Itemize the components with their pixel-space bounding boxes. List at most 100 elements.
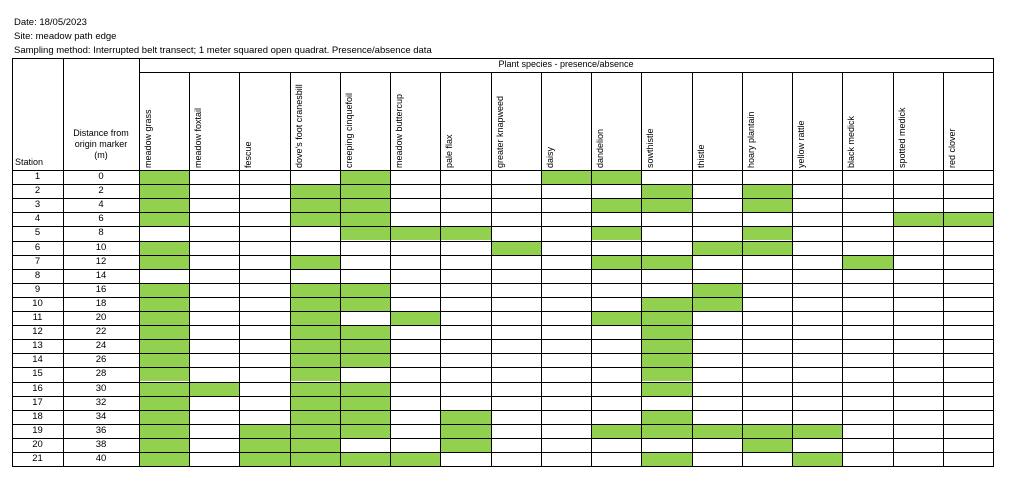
grid-vline (741, 72, 743, 468)
presence-cell (741, 437, 793, 452)
grid-hline (12, 437, 994, 439)
presence-cell (339, 282, 391, 297)
presence-cell (139, 367, 190, 382)
presence-cell (741, 226, 793, 241)
station-number: 14 (32, 354, 43, 366)
species-label-daisy: daisy (544, 146, 555, 168)
presence-cell (691, 240, 742, 255)
grid-vline (540, 72, 542, 468)
grid-vline (792, 72, 794, 468)
presence-cell (289, 452, 340, 467)
presence-cell (641, 367, 692, 382)
presence-cell (591, 170, 642, 185)
station-number: 4 (34, 213, 41, 225)
presence-cell (139, 423, 190, 438)
species-label-yellow-rattle: yellow rattle (796, 120, 807, 168)
grid-hline (12, 212, 994, 214)
grid-vline (12, 58, 13, 468)
station-header: Station (15, 157, 44, 167)
presence-cell (139, 339, 190, 354)
presence-cell (339, 339, 391, 354)
presence-cell (641, 381, 692, 396)
grid-hline (12, 325, 994, 327)
grid-hline (12, 409, 994, 411)
species-label-fescue: fescue (243, 141, 254, 168)
presence-cell (691, 423, 742, 438)
species-label-thistle: thistle (695, 144, 706, 168)
presence-cell (289, 282, 340, 297)
station-number: 2 (34, 185, 41, 197)
presence-cell (792, 452, 843, 467)
presence-cell (239, 437, 290, 452)
distance-value: 28 (95, 368, 107, 380)
presence-cell (339, 226, 391, 241)
distance-value: 20 (95, 312, 107, 323)
grid-vline (189, 72, 191, 468)
presence-cell (339, 325, 391, 340)
station-number: 11 (32, 312, 43, 323)
presence-cell (239, 423, 290, 438)
presence-cell (139, 212, 190, 227)
distance-value: 32 (95, 396, 107, 408)
grid-vline (892, 72, 894, 468)
presence-cell (339, 423, 391, 438)
grid-vline (691, 72, 693, 468)
grid-hline (12, 240, 994, 242)
grid-hline (12, 452, 994, 453)
group-header: Plant species - presence/absence (498, 59, 634, 69)
presence-cell (641, 325, 692, 340)
distance-value: 2 (98, 185, 104, 197)
presence-cell (792, 423, 843, 438)
grid-hline (12, 198, 994, 200)
presence-cell (339, 296, 391, 311)
grid-hline (139, 72, 994, 73)
presence-cell (139, 198, 190, 213)
station-number: 5 (34, 227, 41, 239)
presence-cell (540, 170, 592, 185)
presence-cell (440, 437, 491, 452)
grid-hline (12, 282, 994, 284)
grid-hline (12, 296, 994, 298)
station-number: 12 (32, 326, 43, 338)
grid-vline (842, 72, 844, 468)
presence-cell (440, 226, 491, 241)
presence-cell (440, 423, 491, 438)
grid-hline (12, 254, 994, 256)
presence-cell (289, 184, 340, 199)
presence-cell (390, 452, 441, 467)
grid-hline (12, 311, 994, 312)
presence-cell (691, 296, 742, 311)
distance-value: 36 (95, 424, 107, 436)
species-label-meadow-foxtail: meadow foxtail (193, 107, 204, 168)
species-label-pale-flax: pale flax (444, 134, 455, 168)
station-number: 3 (34, 199, 41, 211)
presence-cell (641, 184, 692, 199)
presence-cell (691, 282, 742, 297)
station-number: 8 (34, 269, 41, 281)
distance-value: 38 (95, 438, 107, 450)
presence-cell (339, 198, 391, 213)
distance-header: origin marker (74, 139, 128, 149)
grid-hline (12, 184, 994, 186)
grid-vline (490, 72, 492, 468)
presence-cell (289, 395, 340, 410)
distance-value: 0 (98, 171, 104, 182)
distance-value: 14 (95, 269, 107, 281)
station-number: 18 (32, 410, 43, 422)
grid-hline (12, 339, 994, 341)
station-number: 13 (32, 340, 43, 352)
presence-cell (641, 254, 692, 269)
presence-cell (139, 452, 190, 467)
grid-vline (289, 72, 291, 468)
grid-vline (591, 72, 593, 468)
date-line: Date: 18/05/2023 (14, 17, 87, 28)
grid-hline (12, 226, 994, 228)
distance-value: 34 (95, 410, 107, 422)
presence-cell (289, 198, 340, 213)
grid-hline (12, 367, 994, 369)
presence-cell (139, 353, 190, 368)
distance-value: 6 (98, 213, 104, 225)
presence-cell (139, 409, 190, 424)
grid-vline (993, 58, 994, 468)
presence-cell (139, 170, 190, 185)
